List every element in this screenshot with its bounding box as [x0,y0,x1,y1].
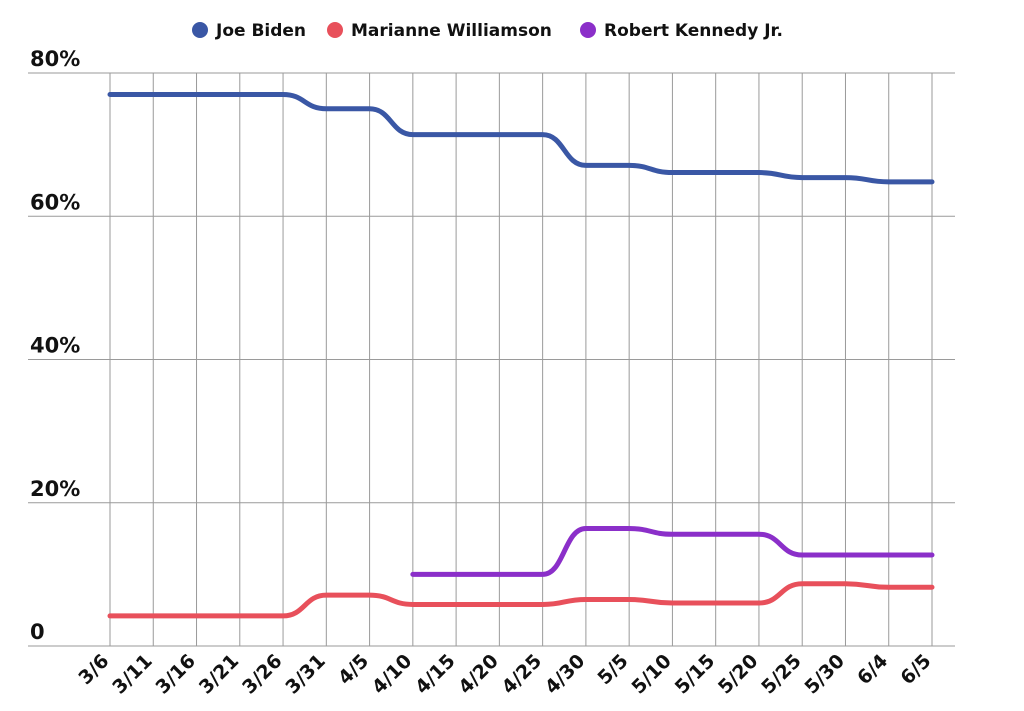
series-lines [107,91,935,619]
x-tick-label-5-25: 5/25 [757,650,806,699]
x-tick-label-3-31: 3/31 [281,650,330,699]
series-line-joe-biden [107,91,935,185]
x-tick-label-3-21: 3/21 [195,650,244,699]
x-axis-tick-labels: 3/63/113/163/213/263/31 4/54/104/154/204/… [74,650,935,699]
x-tick-label-5-10: 5/10 [627,650,676,699]
x-tick-label-4-15: 4/15 [411,650,460,699]
x-tick-label-5-15: 5/15 [671,650,720,699]
x-tick-label-3-16: 3/16 [152,650,201,699]
x-tick-label-5-30: 5/30 [800,650,849,699]
x-tick-label-5-20: 5/20 [714,650,763,699]
y-axis-tick-labels: 0 20% 40% 60% 80% [30,47,80,644]
legend-marker-robert-kennedy-jr [580,22,596,38]
x-tick-label-4-20: 4/20 [454,650,503,699]
x-tick-label-3-11: 3/11 [108,650,157,699]
vertical-gridlines [109,73,933,646]
legend-label-marianne-williamson: Marianne Williamson [351,21,552,41]
legend: Joe Biden Marianne Williamson Robert Ken… [192,21,783,41]
legend-marker-joe-biden [192,22,208,38]
legend-label-robert-kennedy-jr: Robert Kennedy Jr. [604,21,783,41]
legend-marker-marianne-williamson [327,22,343,38]
y-tick-label-80: 80% [30,47,80,71]
y-tick-label-0: 0 [30,620,45,644]
legend-label-joe-biden: Joe Biden [215,21,306,41]
x-tick-label-4-25: 4/25 [498,650,547,699]
series-line-robert-kennedy-jr [410,526,935,577]
y-tick-label-20: 20% [30,477,80,501]
x-tick-label-6-5: 6/5 [896,650,935,689]
series-line-marianne-williamson [107,581,935,619]
horizontal-gridlines [28,72,955,647]
y-tick-label-60: 60% [30,190,80,214]
x-tick-label-4-30: 4/30 [541,650,590,699]
x-tick-label-4-10: 4/10 [368,650,417,699]
y-tick-label-40: 40% [30,334,80,358]
x-tick-label-3-26: 3/26 [238,650,287,699]
x-tick-label-6-4: 6/4 [853,650,892,689]
